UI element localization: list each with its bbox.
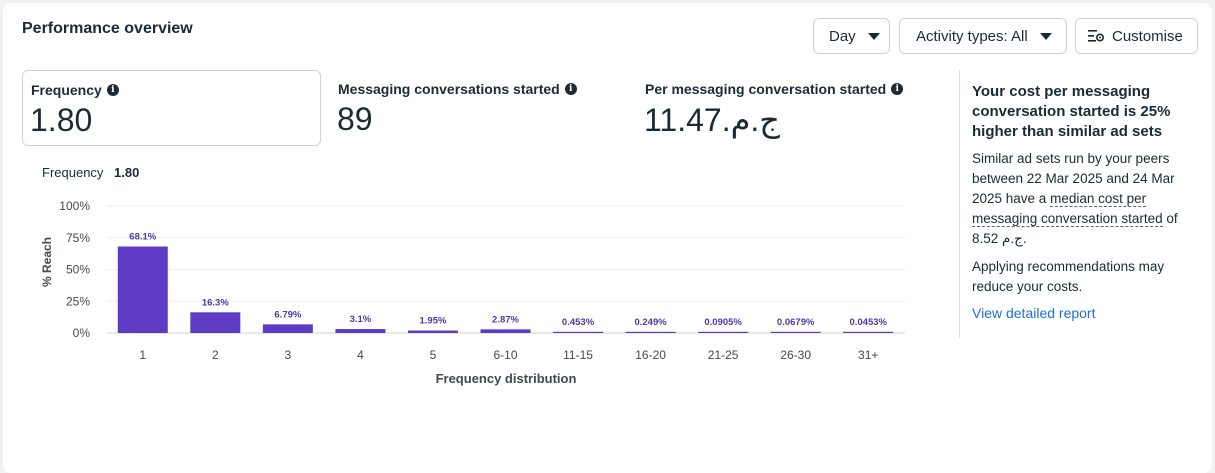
metric-value: 1.80 (30, 102, 93, 138)
metric-value: 11.47.ج.م (644, 102, 780, 138)
median-cost-tooltip-term[interactable]: median cost per messaging conversation s… (972, 191, 1163, 227)
view-detailed-report-link[interactable]: View detailed report (972, 305, 1096, 321)
bar (190, 312, 241, 333)
metric-label: Messaging conversations started (338, 81, 560, 97)
caret-down-icon (1039, 32, 1052, 40)
day-dropdown[interactable]: Day (813, 18, 890, 54)
activity-types-label: Activity types: All (916, 27, 1028, 45)
info-icon[interactable]: i (891, 83, 904, 95)
recommendation-heading: Your cost per messaging conversation sta… (972, 83, 1171, 140)
activity-types-dropdown[interactable]: Activity types: All (899, 18, 1067, 54)
metric-label: Per messaging conversation started (645, 81, 887, 97)
recommendation-body-text-end: of 8.52 ج.م. (972, 211, 1178, 246)
bar (553, 331, 604, 333)
customise-button[interactable]: Customise (1075, 18, 1198, 54)
y-tick-label: 50% (66, 263, 90, 277)
y-tick-label: 100% (59, 199, 90, 213)
customise-settings-icon (1088, 30, 1104, 42)
customise-label: Customise (1112, 27, 1183, 45)
page-title: Performance overview (22, 20, 193, 37)
y-tick-label: 75% (66, 231, 90, 245)
bar (843, 331, 894, 333)
recommendation-body: Similar ad sets run by your peers betwee… (972, 149, 1192, 249)
bar (625, 331, 676, 333)
vertical-divider (959, 70, 960, 338)
x-tick-label: 1 (139, 348, 146, 362)
x-axis-label: Frequency distribution (436, 371, 577, 386)
bar-value-label: 0.453% (562, 317, 595, 328)
frequency-distribution-chart: Frequency 1.80 100% 75% 50% 25% 0% % Reach 68.1%… (40, 165, 905, 386)
day-dropdown-label: Day (829, 27, 856, 45)
chart-caption-label: Frequency (42, 165, 104, 180)
x-tick-label: 11-15 (563, 348, 593, 362)
x-tick-label: 26-30 (780, 348, 811, 362)
y-axis-label: % Reach (40, 237, 54, 287)
recommendation-panel: Your cost per messaging conversation sta… (972, 82, 1192, 321)
info-icon[interactable]: i (106, 84, 119, 96)
x-tick-label: 5 (430, 348, 437, 362)
x-tick-label: 2 (212, 348, 219, 362)
metric-card-messaging-conversations[interactable]: Messaging conversations started i 89 (330, 70, 620, 146)
chart-caption-value: 1.80 (114, 165, 139, 180)
bar-value-label: 3.1% (350, 314, 372, 325)
metric-card-frequency[interactable]: Frequency i 1.80 (22, 70, 321, 146)
x-tick-label: 3 (285, 348, 292, 362)
metric-label: Frequency (31, 82, 102, 98)
recommendation-body-text: Similar ad sets run by your peers betwee… (972, 151, 1175, 206)
x-tick-label: 31+ (858, 348, 878, 362)
bar-value-label: 0.249% (634, 317, 667, 328)
bar-value-label: 0.0453% (849, 317, 887, 328)
bar-value-label: 2.87% (492, 314, 519, 325)
bar-value-label: 6.79% (274, 309, 301, 320)
x-tick-label: 6-10 (493, 348, 517, 362)
bar (770, 331, 821, 333)
y-tick-label: 0% (73, 326, 91, 340)
y-tick-label: 25% (66, 294, 90, 308)
info-icon[interactable]: i (564, 83, 577, 95)
recommendation-advice: Applying recommendations may reduce your… (972, 259, 1165, 294)
x-tick-label: 4 (357, 348, 364, 362)
bar (117, 246, 168, 333)
metric-value: 89 (337, 101, 373, 137)
bar-value-label: 0.0679% (777, 317, 815, 328)
bar (407, 330, 458, 333)
bar-value-label: 16.3% (202, 297, 229, 308)
caret-down-icon (867, 32, 880, 40)
bar (262, 324, 313, 333)
metric-card-cost-per-conversation[interactable]: Per messaging conversation started i 11.… (637, 70, 937, 146)
bar (480, 329, 531, 333)
bar-value-label: 68.1% (129, 232, 156, 243)
x-tick-label: 16-20 (635, 348, 666, 362)
x-tick-label: 21-25 (708, 348, 739, 362)
bar-value-label: 1.95% (419, 316, 446, 327)
bar (335, 329, 386, 333)
bar (698, 331, 749, 333)
bar-value-label: 0.0905% (704, 317, 742, 328)
